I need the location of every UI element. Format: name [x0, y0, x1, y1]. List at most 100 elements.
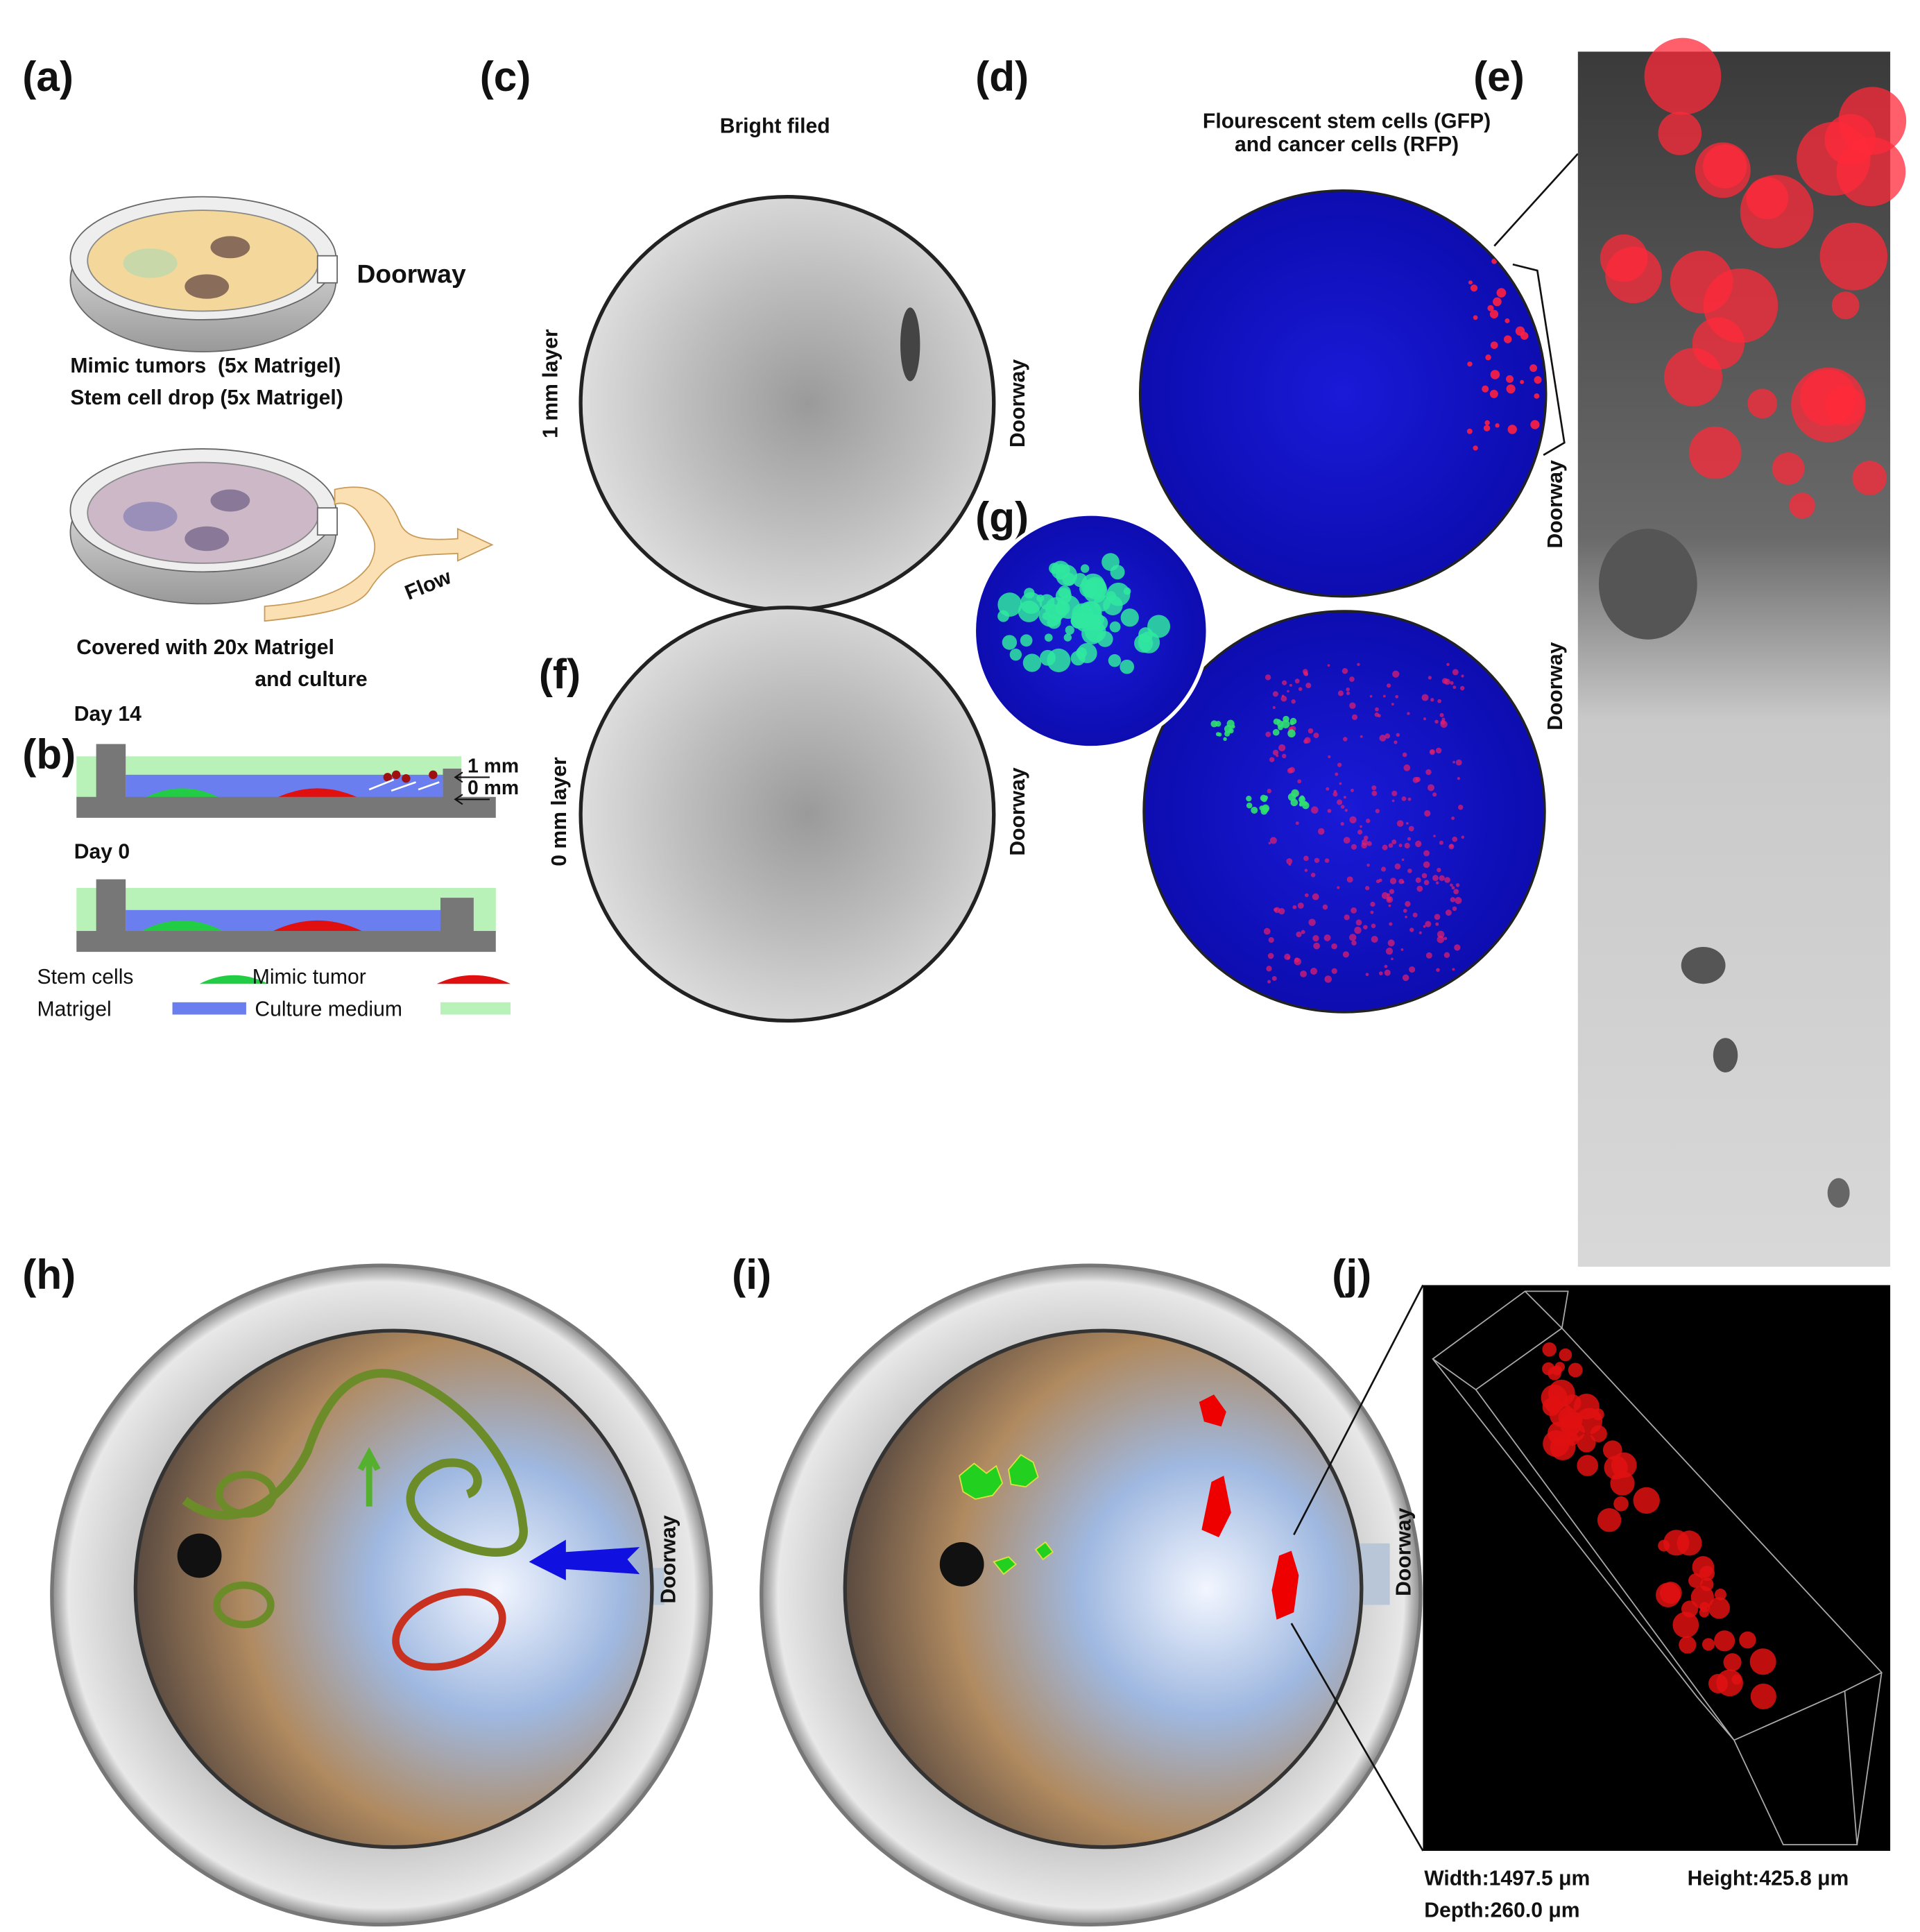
cell — [1491, 258, 1498, 264]
cell — [1305, 672, 1308, 676]
cell — [1313, 942, 1321, 950]
panel-j: Doorway Width:1497.5 μm Height:425.8 μm … — [1393, 1285, 1891, 1922]
bright-field-image — [578, 606, 996, 1023]
cell — [1267, 789, 1272, 794]
cell — [1337, 799, 1343, 805]
cell — [1455, 759, 1462, 766]
cell — [1451, 817, 1455, 820]
cell — [1423, 861, 1430, 869]
cell — [1292, 905, 1297, 909]
cell — [1335, 772, 1339, 776]
cell — [1312, 893, 1319, 900]
title: Bright filed — [720, 114, 830, 137]
cell — [1369, 694, 1373, 698]
cell-cluster — [1201, 1476, 1231, 1537]
connector — [1290, 1623, 1424, 1852]
dimension: Height:425.8 μm — [1688, 1867, 1849, 1890]
panel-label: (i) — [732, 1251, 771, 1298]
cell — [1386, 896, 1394, 903]
cell — [1263, 795, 1269, 800]
doorway-gap — [316, 255, 338, 284]
cell — [1355, 919, 1362, 926]
cell — [1604, 1455, 1628, 1480]
cell — [1276, 719, 1281, 724]
cell — [1343, 837, 1351, 844]
bright-field-image — [578, 194, 996, 612]
label: Doorway — [1393, 1507, 1416, 1596]
cell — [1333, 789, 1337, 794]
cell — [1453, 889, 1459, 895]
cell — [1772, 452, 1805, 485]
cell — [1381, 892, 1389, 899]
cell — [1529, 364, 1538, 373]
cell — [1365, 885, 1370, 891]
dish-wall — [96, 879, 126, 934]
cell — [1263, 927, 1271, 935]
cell — [1286, 858, 1293, 864]
cell — [1402, 974, 1409, 982]
cell — [1246, 802, 1253, 809]
cell — [1354, 926, 1362, 934]
cell — [1058, 585, 1071, 599]
cell-cluster — [1199, 1394, 1226, 1427]
cell — [1554, 1362, 1565, 1372]
cell — [1457, 804, 1464, 810]
cell — [1404, 842, 1410, 849]
cell — [1342, 668, 1348, 674]
cell — [1294, 678, 1300, 684]
cell — [1303, 801, 1308, 806]
cell — [1349, 676, 1355, 682]
cell — [1507, 425, 1517, 434]
cells — [1210, 662, 1465, 984]
cell — [1371, 923, 1376, 928]
rfp-cells — [1600, 37, 1907, 519]
cell — [1520, 332, 1529, 340]
rfp-cells — [1541, 1342, 1776, 1710]
cell — [1308, 728, 1314, 734]
cell — [1436, 881, 1439, 884]
chamber — [843, 1328, 1364, 1849]
vortex — [213, 1581, 275, 1629]
cell — [1303, 739, 1308, 744]
cell — [1332, 792, 1338, 797]
mimic-tumor — [210, 236, 250, 259]
cell — [1443, 952, 1450, 958]
mimic-tumor — [185, 274, 230, 299]
cell — [1375, 809, 1380, 814]
cell — [1559, 1348, 1572, 1362]
cell-cluster — [1034, 1541, 1054, 1561]
cell — [1436, 968, 1440, 972]
hole — [177, 1533, 222, 1578]
cell — [1423, 717, 1426, 721]
cell — [1576, 1408, 1603, 1435]
cell — [1323, 934, 1331, 941]
cell — [1077, 615, 1087, 626]
cell — [1246, 795, 1252, 802]
cell — [1097, 631, 1113, 647]
cell — [1473, 315, 1478, 320]
cell — [1375, 707, 1379, 712]
cell — [1450, 681, 1454, 685]
legend-label: Matrigel — [37, 998, 112, 1020]
3d-render — [1423, 1285, 1891, 1851]
cell — [1451, 886, 1455, 890]
cell — [1340, 821, 1344, 826]
cell — [1357, 662, 1360, 666]
cell — [1388, 904, 1391, 907]
cell — [1349, 816, 1357, 823]
panel-label: (f) — [539, 651, 581, 698]
flow-path — [182, 1369, 528, 1557]
cell — [1331, 943, 1337, 950]
legend-swatch — [436, 975, 511, 984]
label: Doorway — [1544, 642, 1567, 730]
cell — [1457, 777, 1460, 780]
panel-h: Doorway — [50, 1263, 713, 1927]
cell — [1644, 37, 1722, 115]
cell — [1679, 1636, 1697, 1654]
legend-swatch — [172, 1002, 246, 1015]
cell — [1044, 633, 1053, 642]
cell — [1396, 820, 1404, 827]
cell — [1389, 922, 1393, 926]
gfp-cells — [997, 553, 1171, 674]
dimension: Depth:260.0 μm — [1424, 1899, 1579, 1922]
